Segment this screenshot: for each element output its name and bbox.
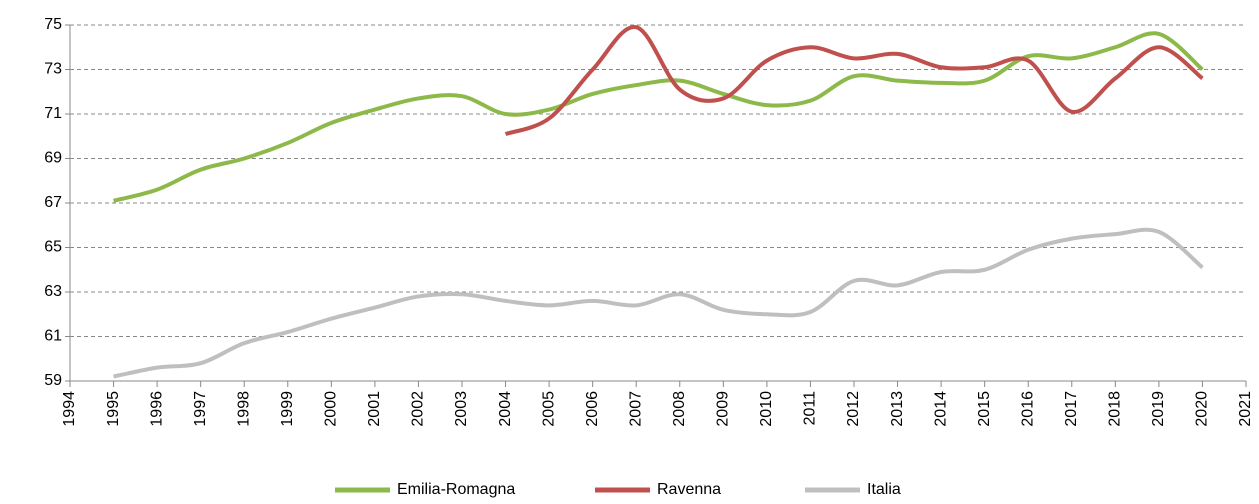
x-tick-label: 2004 — [497, 391, 514, 427]
x-tick-label: 2005 — [540, 391, 557, 427]
x-tick-label: 1998 — [235, 391, 252, 427]
y-tick-label: 75 — [44, 16, 62, 33]
legend-label: Emilia-Romagna — [397, 481, 515, 498]
legend-label: Ravenna — [657, 481, 721, 498]
y-tick-label: 63 — [44, 283, 62, 300]
x-tick-label: 2016 — [1019, 391, 1036, 427]
x-tick-label: 2003 — [453, 391, 470, 427]
y-tick-label: 73 — [44, 61, 62, 78]
y-tick-label: 69 — [44, 150, 62, 167]
x-tick-label: 2000 — [323, 391, 340, 427]
legend-label: Italia — [867, 481, 901, 498]
x-tick-label: 2006 — [584, 391, 601, 427]
x-tick-label: 2013 — [889, 391, 906, 427]
y-tick-label: 61 — [44, 328, 62, 345]
x-tick-label: 2019 — [1150, 391, 1167, 427]
x-tick-label: 2017 — [1063, 391, 1080, 427]
series-line — [113, 227, 1204, 379]
x-tick-label: 1997 — [192, 391, 209, 427]
x-tick-label: 2014 — [932, 391, 949, 427]
x-tick-label: 2018 — [1107, 391, 1124, 427]
x-tick-label: 2009 — [715, 391, 732, 427]
x-tick-label: 1995 — [105, 391, 122, 427]
x-tick-label: 2001 — [366, 391, 383, 427]
x-tick-label: 2010 — [758, 391, 775, 427]
x-tick-label: 2021 — [1237, 391, 1254, 427]
y-tick-label: 59 — [44, 372, 62, 389]
x-tick-label: 1999 — [279, 391, 296, 427]
x-tick-label: 2020 — [1194, 391, 1211, 427]
x-tick-label: 2012 — [845, 391, 862, 427]
y-tick-label: 67 — [44, 194, 62, 211]
y-tick-label: 71 — [44, 105, 62, 122]
x-tick-label: 2015 — [976, 391, 993, 427]
x-tick-label: 2007 — [627, 391, 644, 427]
y-tick-label: 65 — [44, 239, 62, 256]
series-line — [504, 25, 1204, 136]
x-tick-label: 2002 — [410, 391, 427, 427]
x-tick-label: 1996 — [148, 391, 165, 427]
x-tick-label: 1994 — [61, 391, 78, 427]
x-tick-label: 2011 — [802, 391, 819, 426]
x-tick-label: 2008 — [671, 391, 688, 427]
